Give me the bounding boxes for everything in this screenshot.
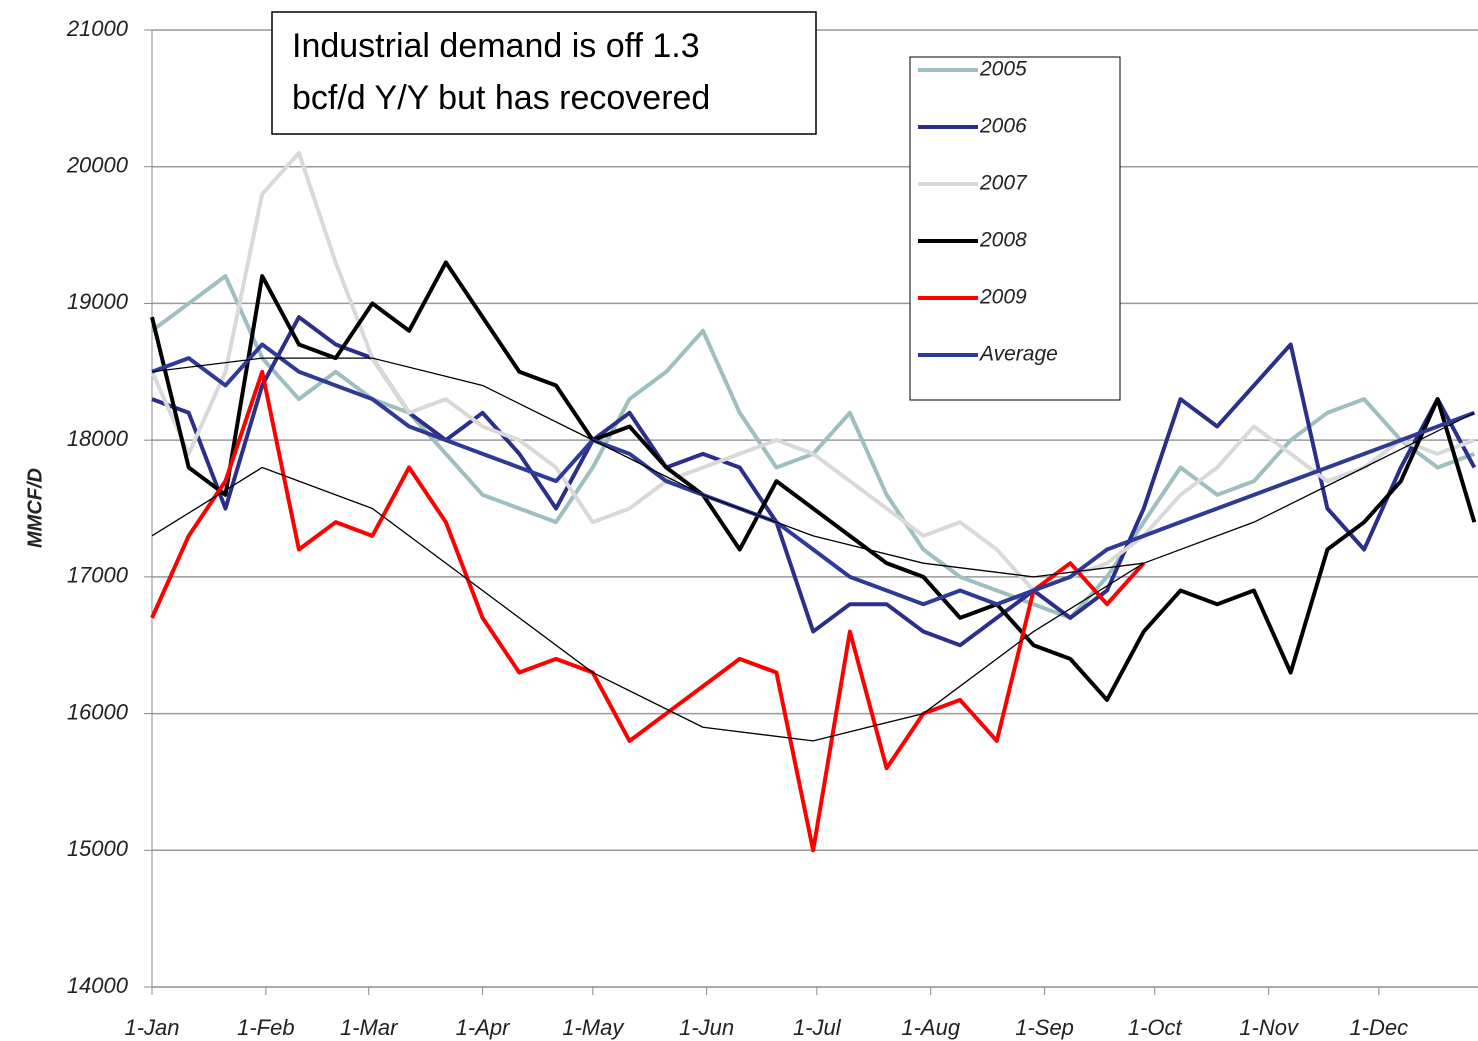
legend-label: Average bbox=[978, 343, 1058, 366]
series-line bbox=[150, 260, 1477, 702]
x-tick-label: 1-Jan bbox=[124, 1015, 179, 1040]
legend-label: 2009 bbox=[979, 286, 1027, 309]
x-tick-label: 1-Apr bbox=[456, 1015, 511, 1040]
x-tick-label: 1-Nov bbox=[1239, 1015, 1300, 1040]
x-tick-label: 1-Jun bbox=[679, 1015, 734, 1040]
series-line bbox=[150, 274, 1476, 620]
legend-box bbox=[909, 56, 1121, 401]
annotation-box bbox=[271, 11, 817, 135]
y-axis-label: MMCF/D bbox=[24, 468, 46, 548]
x-tick-label: 1-Sep bbox=[1015, 1015, 1074, 1040]
y-tick-label: 15000 bbox=[67, 836, 129, 861]
series-line bbox=[150, 369, 1146, 853]
y-tick-label: 19000 bbox=[67, 289, 129, 314]
x-tick-label: 1-Feb bbox=[237, 1015, 294, 1040]
series-line bbox=[151, 315, 1477, 648]
trend-line bbox=[151, 466, 1145, 742]
x-tick-label: 1-Aug bbox=[901, 1015, 960, 1040]
trend-line bbox=[151, 357, 1475, 578]
legend-label: 2005 bbox=[979, 58, 1027, 81]
x-tick-label: 1-Jul bbox=[793, 1015, 842, 1040]
legend-label: 2007 bbox=[979, 172, 1028, 195]
x-tick-label: 1-Dec bbox=[1349, 1015, 1408, 1040]
y-tick-label: 17000 bbox=[67, 563, 129, 588]
x-tick-label: 1-Oct bbox=[1128, 1015, 1183, 1040]
x-tick-label: 1-Mar bbox=[340, 1015, 399, 1040]
y-tick-label: 16000 bbox=[67, 699, 129, 724]
y-tick-label: 20000 bbox=[66, 153, 129, 178]
annotation: Industrial demand is off 1.3 bbox=[292, 27, 700, 65]
x-tick-label: 1-May bbox=[562, 1015, 625, 1040]
legend-label: 2006 bbox=[979, 115, 1027, 138]
series-line bbox=[150, 151, 1476, 593]
series-line bbox=[151, 342, 1476, 607]
y-tick-label: 21000 bbox=[66, 16, 129, 41]
legend-label: 2008 bbox=[979, 229, 1027, 252]
y-tick-label: 14000 bbox=[67, 973, 129, 998]
annotation: bcf/d Y/Y but has recovered bbox=[292, 79, 710, 117]
y-tick-label: 18000 bbox=[67, 426, 129, 451]
